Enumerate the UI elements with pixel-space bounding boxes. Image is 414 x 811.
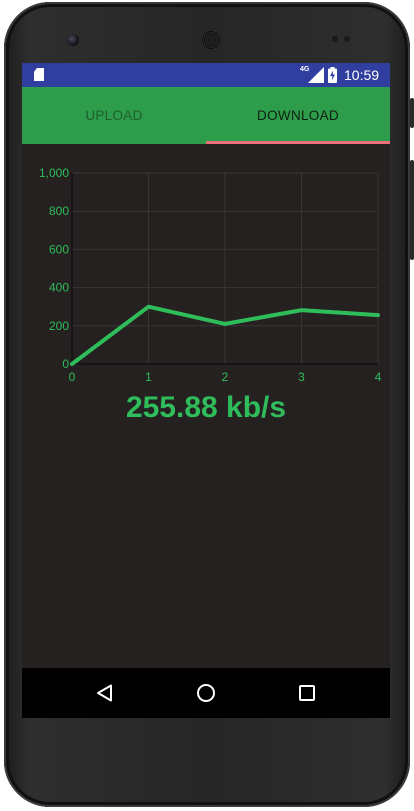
tab-download[interactable]: DOWNLOAD: [257, 108, 339, 123]
earpiece-speaker-icon: [201, 30, 221, 50]
speed-readout: 255.88 kb/s: [125, 391, 287, 424]
status-bar: 4G 10:59: [22, 63, 390, 87]
sd-card-icon: [34, 68, 44, 81]
clock: 10:59: [344, 67, 380, 83]
x-tick-label: 3: [298, 370, 305, 384]
y-tick-label: 0: [62, 357, 69, 371]
data-point: [147, 305, 150, 309]
x-tick-label: 4: [375, 370, 382, 384]
app-screen: 4G 10:59 UPLOAD DOWNLOAD 0 200 400 600 800 1,…: [22, 63, 390, 718]
volume-rocker[interactable]: [410, 160, 414, 260]
y-tick-label: 200: [49, 319, 69, 333]
y-tick-label: 1,000: [39, 166, 69, 180]
home-icon[interactable]: [191, 678, 221, 708]
y-tick-label: 400: [49, 281, 69, 295]
front-camera-icon: [67, 34, 79, 46]
battery-charging-icon: [328, 67, 337, 83]
x-tick-label: 2: [222, 370, 229, 384]
data-point: [376, 313, 380, 317]
back-icon[interactable]: [90, 678, 120, 708]
y-tick-label: 600: [49, 242, 69, 256]
x-tick-label: 1: [145, 370, 152, 384]
tab-bar: UPLOAD DOWNLOAD: [22, 87, 390, 144]
y-tick-label: 800: [49, 204, 69, 218]
download-speed-chart: 0 200 400 600 800 1,000 0 1 2 3 4: [39, 166, 382, 384]
light-sensor-icon: [344, 36, 350, 42]
signal-icon: 4G: [300, 66, 324, 83]
power-button[interactable]: [410, 98, 414, 128]
navigation-bar: [22, 668, 390, 718]
tab-upload[interactable]: UPLOAD: [85, 108, 143, 123]
recents-icon[interactable]: [292, 678, 322, 708]
tab-selected-indicator: [206, 141, 390, 144]
proximity-sensor-icon: [332, 36, 338, 42]
network-type-label: 4G: [300, 66, 310, 73]
data-point: [70, 362, 74, 366]
data-point: [223, 322, 227, 326]
data-point: [300, 308, 303, 312]
x-tick-label: 0: [69, 370, 76, 384]
